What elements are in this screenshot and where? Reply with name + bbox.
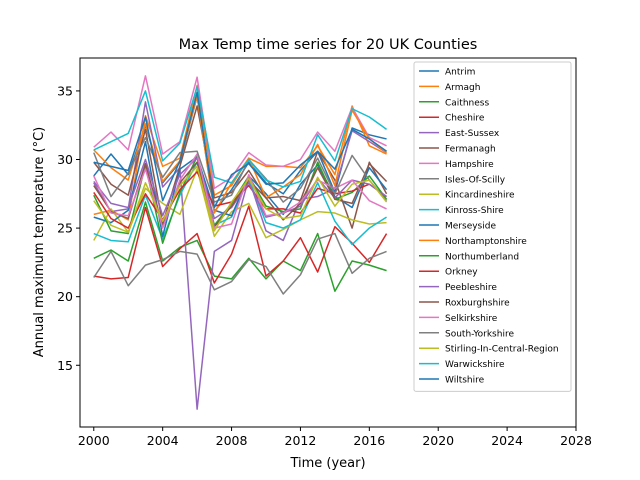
x-tick-label: 2020 — [422, 433, 454, 448]
x-tick-label: 2000 — [78, 433, 110, 448]
legend-label: Caithness — [445, 98, 489, 108]
legend-label: Fermanagh — [445, 145, 496, 155]
legend-label: Northumberland — [445, 252, 519, 262]
legend-label: Northamptonshire — [445, 237, 527, 247]
series-lines — [93, 75, 388, 410]
series-line-isles-of-scilly — [93, 232, 387, 295]
y-tick-label: 15 — [57, 358, 73, 373]
legend-label: Kincardineshire — [445, 191, 515, 201]
chart-title: Max Temp time series for 20 UK Counties — [179, 37, 478, 53]
legend-label: Stirling-In-Central-Region — [445, 345, 559, 355]
legend-label: Warwickshire — [445, 360, 505, 370]
series-line-kincardineshire — [93, 168, 387, 241]
x-tick-label: 2024 — [491, 433, 523, 448]
legend-label: East-Sussex — [445, 129, 500, 139]
x-tick-label: 2016 — [353, 433, 385, 448]
x-tick-label: 2012 — [285, 433, 317, 448]
legend-label: Antrim — [445, 68, 475, 78]
legend-label: Hampshire — [445, 160, 494, 170]
legend-label: Roxburghshire — [445, 299, 510, 309]
series-line-roxburghshire — [93, 161, 388, 228]
y-tick-label: 20 — [57, 289, 73, 304]
series-line-east-sussex — [93, 101, 387, 410]
series-line-south-yorkshire — [93, 136, 388, 203]
legend-box — [413, 61, 572, 392]
series-line-cheshire — [93, 205, 388, 284]
x-axis-label: Time (year) — [289, 456, 365, 471]
legend-label: Peebleshire — [445, 283, 497, 293]
legend-label: Orkney — [445, 268, 478, 278]
series-line-wiltshire — [93, 91, 387, 209]
y-tick-label: 25 — [57, 221, 73, 236]
legend-label: Merseyside — [445, 222, 496, 232]
legend-label: South-Yorkshire — [445, 329, 514, 339]
plot-frame — [79, 57, 577, 428]
y-axis: 15 20 25 30 35 — [57, 83, 80, 373]
legend-label: Cheshire — [445, 114, 485, 124]
series-line-stirling-in-central-region — [93, 165, 388, 233]
y-axis-label: Annual maximum temperature (°C) — [32, 127, 47, 358]
legend-label: Selkirkshire — [445, 314, 498, 324]
y-tick-label: 30 — [57, 152, 73, 167]
x-axis: 2000 2004 2008 2012 2016 2020 2024 2028 — [78, 427, 592, 448]
series-line-peebleshire — [93, 157, 387, 220]
legend-label: Isles-Of-Scilly — [445, 175, 506, 185]
legend-label: Armagh — [445, 83, 480, 93]
y-tick-label: 35 — [57, 83, 73, 98]
x-tick-label: 2004 — [147, 433, 179, 448]
legend-label: Wiltshire — [445, 376, 485, 386]
x-tick-label: 2008 — [216, 433, 248, 448]
legend-label: Kinross-Shire — [445, 206, 504, 216]
series-line-hampshire — [93, 75, 387, 190]
x-tick-label: 2028 — [560, 433, 592, 448]
series-line-caithness — [93, 201, 387, 292]
series-line-warwickshire — [93, 86, 387, 188]
legend: Antrim Armagh Caithness Cheshire East-Sussex… — [413, 61, 572, 392]
